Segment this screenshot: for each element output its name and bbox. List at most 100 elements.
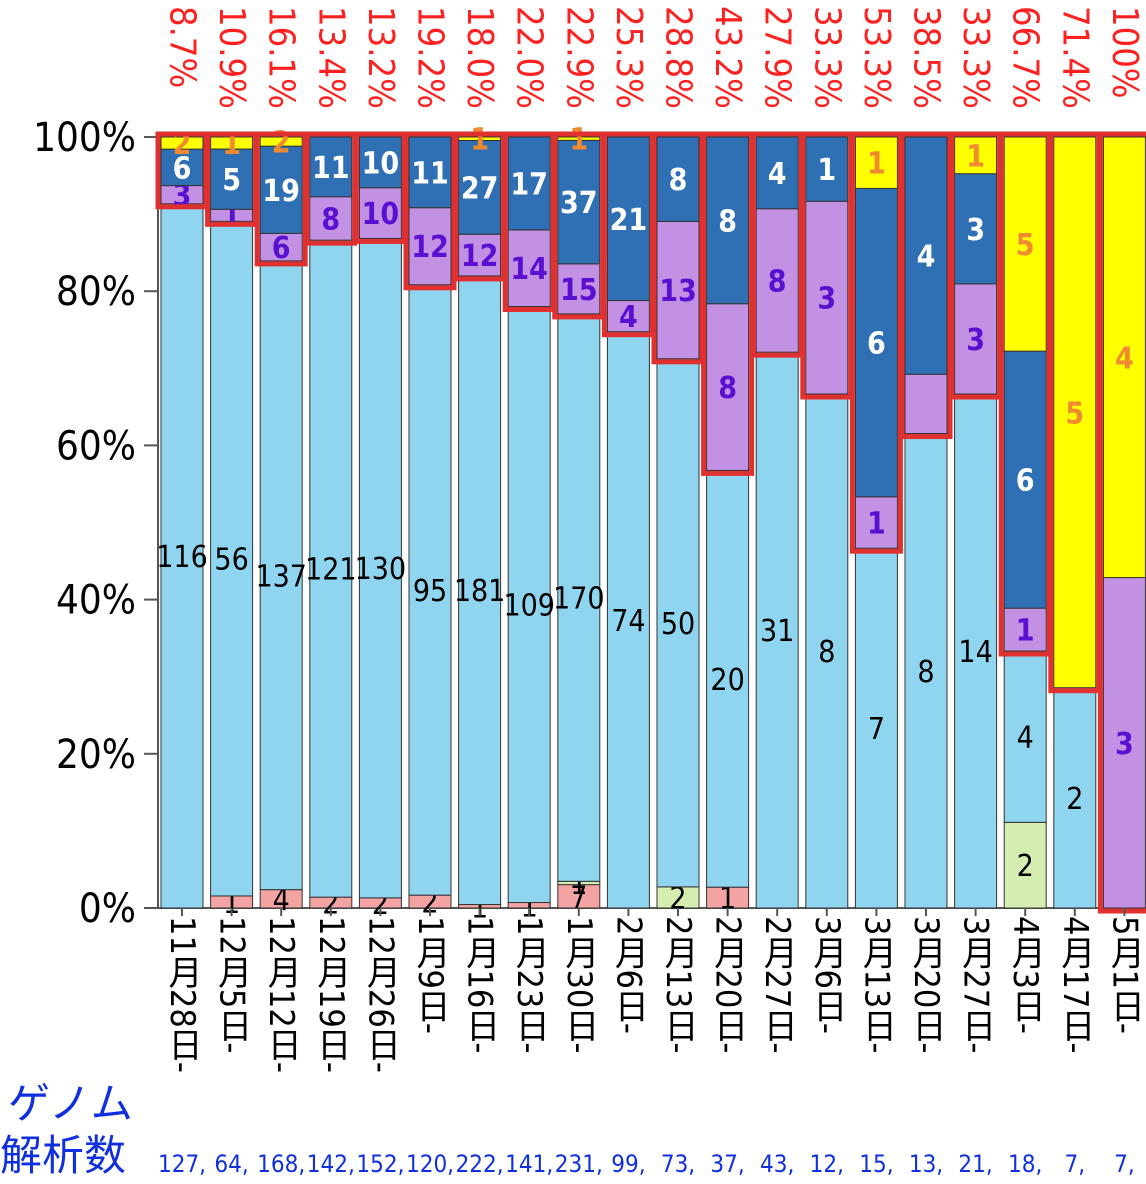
segment-label: 14 xyxy=(958,635,992,670)
bar-segment xyxy=(557,313,601,882)
segment-label: 14 xyxy=(510,252,548,287)
bar-segment xyxy=(408,136,452,209)
percent-label: 19.2% xyxy=(410,6,451,109)
percent-label: 25.3% xyxy=(608,6,649,109)
segment-label: 137 xyxy=(255,559,307,594)
segment-label: 1 xyxy=(966,139,985,174)
bar-segment xyxy=(954,136,998,175)
bar-segment xyxy=(160,136,204,150)
segment-label: 1 xyxy=(1016,614,1035,649)
x-tick-label: 1月30日- xyxy=(559,916,599,1053)
segment-label: 1 xyxy=(569,123,588,158)
bar-segment xyxy=(706,303,750,471)
x-tick-label: 3月13日- xyxy=(856,916,896,1053)
bar-segment xyxy=(259,260,303,891)
bar-segment xyxy=(854,187,898,498)
segment-label: 2 xyxy=(1066,782,1083,817)
y-tick-label: 0% xyxy=(79,886,136,932)
bar-segment xyxy=(507,136,551,231)
segment-label: 15 xyxy=(560,273,598,308)
bar-segment xyxy=(557,139,601,265)
total-label: 12, xyxy=(810,1150,844,1178)
segment-label: 31 xyxy=(760,614,794,649)
segment-label: 2 xyxy=(1017,849,1034,884)
y-tick-label: 60% xyxy=(56,423,136,469)
segment-label: 21 xyxy=(610,203,648,238)
segment-label: 6 xyxy=(867,327,886,362)
percent-label: 18.0% xyxy=(459,6,500,109)
bar-segment xyxy=(1003,136,1047,352)
total-label: 21, xyxy=(958,1150,992,1178)
bar-segment xyxy=(210,148,254,210)
total-label: 99, xyxy=(611,1150,645,1178)
bar-segment xyxy=(160,203,204,909)
segment-label: 3 xyxy=(817,282,836,317)
total-label: 73, xyxy=(661,1150,695,1178)
bar-segment xyxy=(1053,136,1097,689)
total-title: 解析数 xyxy=(0,1131,126,1180)
segment-label: 2 xyxy=(272,126,291,161)
segment-label: 4 xyxy=(1115,341,1134,376)
bar-segment xyxy=(904,373,948,435)
bar-segment xyxy=(606,331,650,909)
bar-segment xyxy=(160,148,204,187)
bar-segment xyxy=(309,239,353,898)
y-tick-label: 20% xyxy=(56,732,136,778)
total-label: 7, xyxy=(1065,1150,1086,1178)
bar-segment xyxy=(259,136,303,147)
segment-label: 7 xyxy=(570,880,587,915)
bar-segment xyxy=(854,136,898,189)
total-label: 168, xyxy=(257,1150,305,1178)
segment-label: 3 xyxy=(966,323,985,358)
segment-label: 19 xyxy=(262,174,300,209)
percent-label: 13.4% xyxy=(310,6,351,109)
total-label: 152, xyxy=(356,1150,404,1178)
bar-segment xyxy=(408,207,452,286)
percent-label: 100% xyxy=(1104,6,1145,99)
bar-segment xyxy=(458,233,502,277)
segment-label: 1 xyxy=(817,153,836,188)
segment-label: 12 xyxy=(411,230,449,265)
total-label: 141, xyxy=(505,1150,553,1178)
total-label: 43, xyxy=(760,1150,794,1178)
bar-segment xyxy=(1053,687,1097,909)
segment-label: 1 xyxy=(470,123,489,158)
segment-label: 1 xyxy=(719,882,736,917)
x-tick-label: 1月9日- xyxy=(410,916,450,1034)
percent-label: 10.9% xyxy=(211,6,252,109)
segment-label: 8 xyxy=(818,635,835,670)
segment-label: 12 xyxy=(461,239,499,274)
bar-segment xyxy=(904,136,948,375)
bar-segment xyxy=(1003,607,1047,652)
segment-label: 37 xyxy=(560,186,598,221)
bar-segment xyxy=(507,229,551,308)
segment-label: 11 xyxy=(411,156,449,191)
percent-label: 16.1% xyxy=(261,6,302,109)
x-tick-label: 12月19日- xyxy=(311,916,351,1073)
y-tick-label: 40% xyxy=(56,578,136,624)
total-label: 37, xyxy=(710,1150,744,1178)
percent-label: 22.9% xyxy=(558,6,599,109)
bar-segment xyxy=(309,136,353,198)
segment-label: 8 xyxy=(321,202,340,237)
y-tick-label: 100% xyxy=(33,115,136,161)
segment-label: 10 xyxy=(362,146,400,181)
percent-label: 27.9% xyxy=(757,6,798,109)
bar-segment xyxy=(606,300,650,333)
segment-label: 3 xyxy=(1115,727,1134,762)
segment-label: 11 xyxy=(312,151,350,186)
x-tick-label: 12月26日- xyxy=(360,916,400,1073)
total-title: ゲノム xyxy=(8,1079,133,1128)
x-tick-label: 4月3日- xyxy=(1005,916,1045,1034)
x-tick-label: 11月28日- xyxy=(162,916,202,1073)
segment-label: 8 xyxy=(768,264,787,299)
bar-segment xyxy=(755,136,799,210)
segment-label: 4 xyxy=(1017,721,1034,756)
bar-segment xyxy=(557,263,601,315)
segment-label: 74 xyxy=(611,604,645,639)
segment-label: 4 xyxy=(768,157,787,192)
bar-segment xyxy=(358,187,402,239)
bar-segment xyxy=(706,469,750,888)
total-label: 127, xyxy=(158,1150,206,1178)
total-label: 15, xyxy=(859,1150,893,1178)
